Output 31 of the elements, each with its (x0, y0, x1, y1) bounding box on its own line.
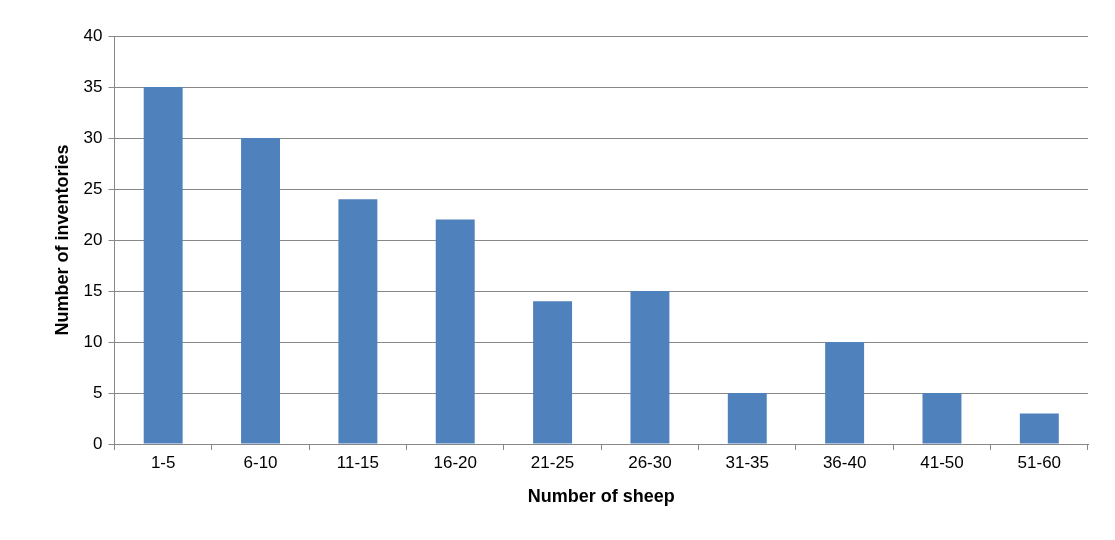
bar (435, 219, 475, 444)
y-axis-title: Number of inventories (51, 144, 72, 336)
bar (922, 393, 962, 444)
x-axis-title: Number of sheep (527, 486, 675, 507)
x-tick-label: 31-35 (725, 452, 770, 472)
x-tick-label: 51-60 (1017, 452, 1062, 472)
bar (533, 301, 573, 444)
y-tick-label: 15 (83, 280, 103, 300)
bar (338, 199, 378, 444)
bar (143, 87, 183, 444)
y-tick-label: 5 (93, 382, 103, 402)
bar (630, 291, 670, 444)
x-tick-label: 16-20 (433, 452, 477, 472)
x-tick-label: 36-40 (822, 452, 867, 472)
y-tick-label: 0 (93, 433, 103, 453)
bar (1019, 413, 1059, 444)
x-tick-label: 41-50 (920, 452, 964, 472)
bar (241, 138, 280, 444)
x-tick-label: 1-5 (150, 452, 176, 472)
y-tick-label: 30 (83, 127, 103, 147)
y-tick-label: 10 (83, 331, 103, 351)
y-tick-label: 40 (83, 25, 103, 45)
x-tick-label: 6-10 (243, 452, 278, 472)
y-tick-label: 35 (83, 76, 103, 96)
x-tick-label: 21-25 (530, 452, 575, 472)
bar (727, 393, 767, 444)
bar (825, 342, 865, 444)
x-tick-label: 26-30 (628, 452, 672, 472)
x-tick-label: 11-15 (336, 452, 379, 472)
y-tick-label: 25 (83, 178, 103, 198)
y-tick-label: 20 (83, 229, 103, 249)
